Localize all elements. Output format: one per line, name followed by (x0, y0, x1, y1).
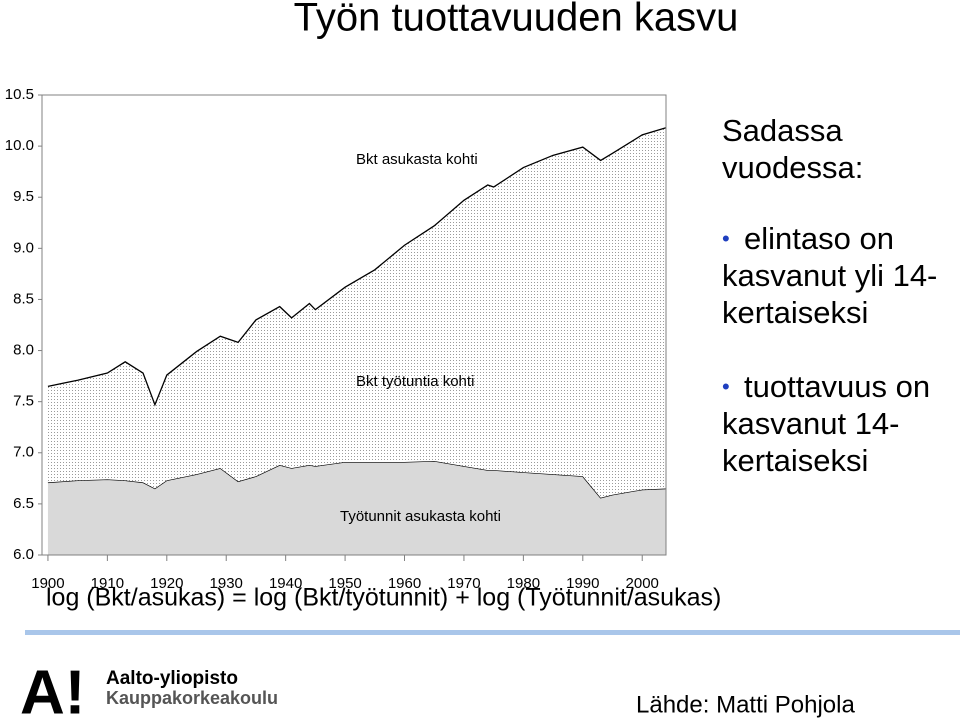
plot-frame (41, 94, 667, 556)
y-tick-label: 8.5 (13, 290, 34, 307)
y-tick-label: 7.5 (13, 393, 34, 410)
x-tick-label: 1960 (388, 575, 421, 592)
y-tick-label: 10.0 (5, 137, 34, 154)
series-label: Työtunnit asukasta kohti (340, 508, 501, 525)
bullet: tuottavuus on kasvanut 14-kertaiseksi (700, 368, 958, 479)
series-label: Bkt työtuntia kohti (356, 373, 474, 390)
y-tick-label: 8.0 (13, 342, 34, 359)
x-tick-label: 1930 (210, 575, 243, 592)
area-fill (47, 127, 666, 498)
y-tick-label: 9.0 (13, 239, 34, 256)
x-tick-label: 1900 (31, 575, 64, 592)
y-tick-label: 7.0 (13, 444, 34, 461)
y-tick-label: 6.5 (13, 495, 34, 512)
source: Lähde: Matti Pohjola (636, 691, 855, 718)
heading: Sadassa vuodessa: (722, 113, 864, 185)
area-line (47, 127, 667, 407)
logo-name: Aalto-yliopisto (106, 668, 238, 689)
bullet: elintaso on kasvanut yli 14-kertaiseksi (700, 220, 958, 331)
logo-school: Kauppakorkeakoulu (106, 688, 278, 708)
logo-mark: A! (20, 658, 85, 722)
x-tick-label: 1920 (150, 575, 183, 592)
area-fill (47, 460, 666, 555)
x-tick-label: 1970 (447, 575, 480, 592)
y-tick-label: 9.5 (13, 188, 34, 205)
x-tick-label: 2000 (626, 575, 659, 592)
formula: log (Bkt/asukas) = log (Bkt/työtunnit) +… (46, 584, 721, 612)
x-tick-label: 1990 (566, 575, 599, 592)
y-tick-label: 6.0 (13, 546, 34, 563)
divider (25, 630, 960, 635)
annotation: Bkt asukasta kohti (356, 151, 478, 168)
x-tick-label: 1980 (507, 575, 540, 592)
y-tick-label: 10.5 (5, 86, 34, 103)
x-tick-label: 1940 (269, 575, 302, 592)
x-tick-label: 1910 (91, 575, 124, 592)
chart-title: Työn tuottavuuden kasvu (294, 0, 739, 40)
x-tick-label: 1950 (328, 575, 361, 592)
